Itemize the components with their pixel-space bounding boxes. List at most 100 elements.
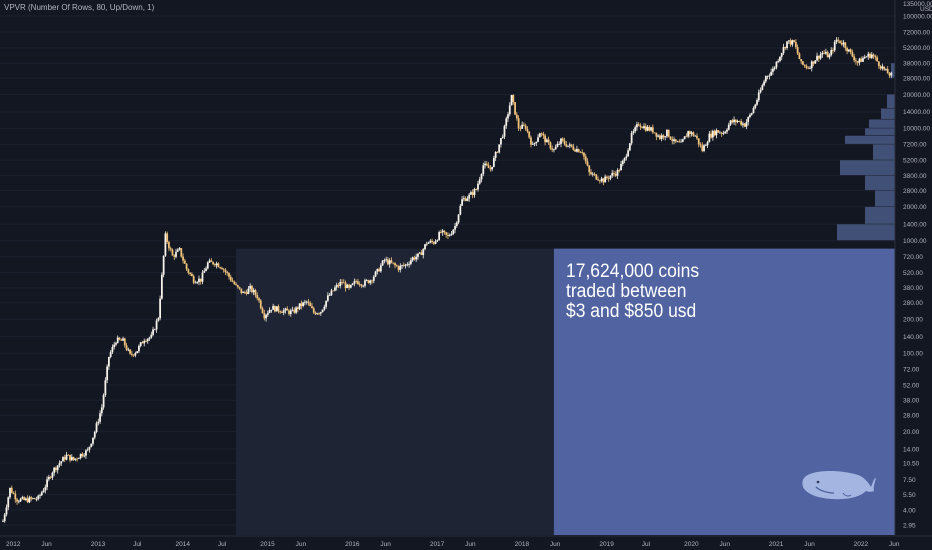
candle-body — [729, 120, 732, 125]
candle-body — [300, 303, 303, 307]
volume-profile-bar — [845, 135, 895, 144]
candle-body — [772, 68, 774, 72]
candle-body — [881, 66, 884, 69]
candle-body — [757, 92, 760, 101]
candle-body — [498, 144, 501, 153]
candle-body — [296, 307, 299, 310]
annotation-text: 17,624,000 coins traded between $3 and $… — [566, 262, 866, 322]
candle-body — [150, 334, 153, 338]
candle-body — [766, 76, 769, 77]
candle-body — [671, 139, 674, 141]
candle-body — [168, 242, 170, 249]
candle-body — [540, 133, 543, 135]
candle-body — [839, 40, 841, 44]
candle-body — [132, 354, 135, 356]
candle-body — [385, 259, 388, 261]
candle-body — [809, 68, 811, 69]
candle-body — [630, 132, 633, 144]
candle-body — [279, 311, 282, 313]
candle-body — [551, 148, 554, 150]
candle-body — [528, 131, 531, 138]
candle-body — [598, 180, 601, 182]
candle-body — [69, 454, 71, 461]
candle-body — [779, 56, 781, 62]
candle-body — [100, 407, 103, 414]
candle-body — [812, 61, 815, 64]
candle-body — [409, 260, 412, 264]
candle-body — [358, 284, 361, 285]
candle-body — [342, 282, 345, 284]
candle-body — [710, 133, 713, 138]
price-tick-label: 7200.00 — [903, 142, 927, 149]
candle-body — [696, 135, 698, 139]
candle-body — [756, 100, 758, 105]
candle-body — [773, 67, 776, 69]
candle-body — [810, 61, 813, 69]
time-axis[interactable]: 2012 Jun 2013 Jul 2014 Jul 2015 Jun 2016 Jun 2017 J… — [0, 535, 932, 548]
candle-body — [441, 230, 444, 233]
currency-label: USD — [920, 6, 932, 13]
candle-body — [455, 222, 458, 226]
candle-body — [531, 144, 534, 145]
price-tick-label: 10000.00 — [903, 126, 930, 133]
candle-body — [138, 345, 140, 352]
volume-profile-bar — [869, 119, 895, 128]
candle-body — [581, 152, 584, 153]
candle-body — [648, 126, 651, 131]
annotation-line-1: 17,624,000 coins — [566, 261, 700, 282]
time-tick-label: 2022 — [854, 541, 869, 548]
candle-body — [888, 73, 891, 76]
candle-body — [332, 290, 335, 292]
candle-body — [268, 310, 271, 313]
candle-body — [523, 124, 525, 126]
candle-body — [823, 52, 826, 54]
candle-body — [835, 39, 838, 42]
candle-body — [39, 495, 41, 496]
candle-body — [196, 282, 199, 283]
candle-body — [530, 137, 532, 145]
candle-body — [817, 55, 820, 59]
candle-body — [609, 175, 612, 179]
candle-body — [198, 278, 200, 283]
candle-body — [883, 66, 886, 70]
price-tick-label: 100000.00 — [903, 13, 932, 20]
volume-profile-bar — [891, 63, 895, 78]
candle-body — [180, 248, 183, 257]
candle-body — [789, 40, 792, 45]
price-tick-label: 14000.00 — [903, 109, 930, 116]
candle-body — [134, 353, 137, 356]
whale-icon — [802, 471, 876, 500]
annotation-line-2: traded between — [566, 280, 687, 302]
candle-body — [636, 124, 638, 128]
candle-body — [849, 49, 852, 53]
candle-body — [404, 264, 407, 266]
candle-body — [24, 498, 27, 500]
candle-body — [876, 57, 879, 62]
candle-body — [733, 119, 735, 123]
candle-body — [708, 133, 711, 143]
candle-body — [553, 149, 555, 151]
candle-body — [703, 145, 705, 151]
candle-body — [7, 497, 10, 508]
candle-body — [618, 170, 621, 171]
indicator-label[interactable]: VPVR (Number Of Rows, 80, Up/Down, 1) — [4, 3, 155, 12]
candle-body — [210, 260, 213, 262]
candle-body — [537, 137, 539, 142]
candle-body — [501, 136, 504, 139]
candle-body — [3, 514, 6, 522]
candle-body — [390, 260, 393, 263]
candle-body — [824, 52, 827, 54]
candle-body — [402, 265, 405, 267]
candle-body — [793, 40, 796, 43]
candle-body — [348, 284, 350, 288]
time-tick-label: 2017 — [430, 541, 445, 548]
candle-body — [176, 249, 179, 252]
candle-body — [436, 240, 439, 242]
candle-body — [26, 498, 29, 503]
candle-body — [471, 192, 474, 196]
candle-body — [40, 492, 43, 496]
candle-body — [595, 174, 598, 180]
candle-body — [798, 53, 801, 60]
